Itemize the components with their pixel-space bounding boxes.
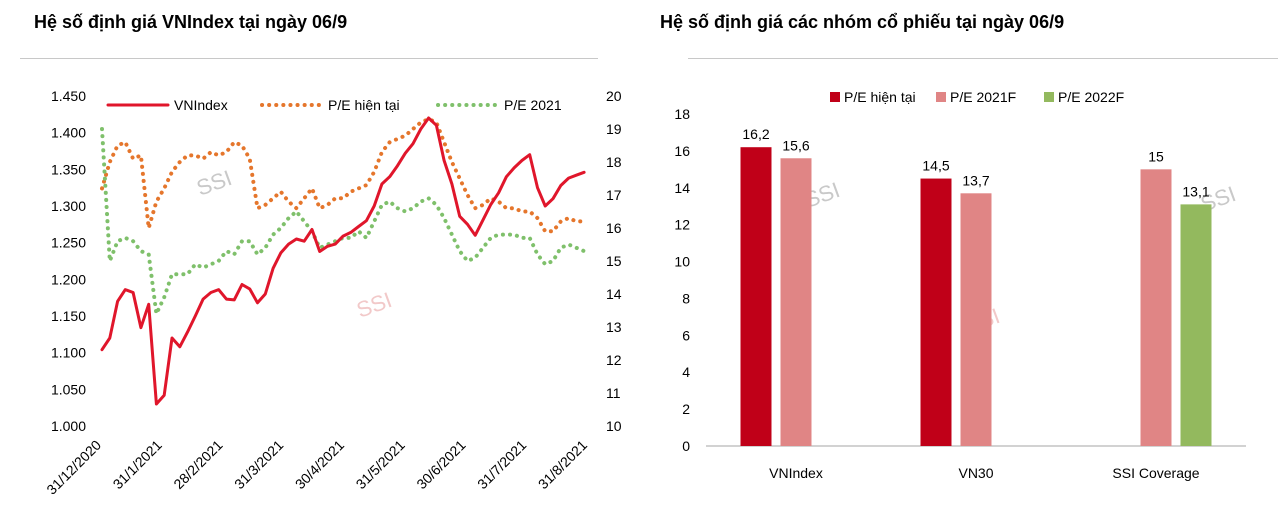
y-right-tick-label: 20 [606, 88, 622, 104]
y-left-tick-label: 1.400 [51, 125, 86, 141]
x-category-label: VN30 [958, 465, 993, 481]
y-tick-label: 14 [674, 180, 690, 196]
y-tick-label: 10 [674, 254, 690, 270]
x-tick-label: 31/8/2021 [535, 437, 591, 493]
bar-value-label: 16,2 [742, 126, 769, 142]
x-tick-label: 30/6/2021 [413, 437, 469, 493]
y-tick-label: 16 [674, 143, 690, 159]
bar-chart-title-rule [688, 58, 1278, 59]
series-line [100, 117, 587, 234]
y-tick-label: 12 [674, 217, 690, 233]
legend-label: VNIndex [174, 97, 228, 113]
y-right-tick-label: 14 [606, 286, 622, 302]
legend-label: P/E 2021 [504, 97, 562, 113]
bar [960, 193, 992, 446]
legend-swatch [830, 92, 840, 102]
line-chart-title: Hệ số định giá VNIndex tại ngày 06/9 [34, 12, 348, 32]
bar [1180, 204, 1212, 446]
y-right-tick-label: 17 [606, 187, 622, 203]
legend-label: P/E hiện tại [328, 97, 400, 113]
x-tick-label: 28/2/2021 [170, 437, 226, 493]
y-left-tick-label: 1.150 [51, 308, 86, 324]
y-left-tick-label: 1.250 [51, 235, 86, 251]
y-left-tick-label: 1.350 [51, 161, 86, 177]
y-tick-label: 18 [674, 106, 690, 122]
y-left-tick-label: 1.450 [51, 88, 86, 104]
bar [920, 178, 952, 447]
line-chart-title-rule [20, 58, 598, 59]
x-tick-label: 31/12/2020 [43, 437, 104, 498]
y-right-tick-label: 15 [606, 253, 622, 269]
legend-label: P/E 2022F [1058, 89, 1124, 105]
bar-value-label: 13,7 [962, 172, 989, 188]
legend-label: P/E 2021F [950, 89, 1016, 105]
y-right-tick-label: 19 [606, 121, 622, 137]
y-right-tick-label: 16 [606, 220, 622, 236]
x-category-label: VNIndex [769, 465, 823, 481]
legend-label: P/E hiện tại [844, 89, 916, 105]
x-tick-label: 31/3/2021 [231, 437, 287, 493]
y-tick-label: 6 [682, 327, 690, 343]
x-tick-label: 30/4/2021 [292, 437, 348, 493]
y-tick-label: 2 [682, 401, 690, 417]
y-tick-label: 8 [682, 290, 690, 306]
series-line [100, 127, 587, 316]
y-right-tick-label: 13 [606, 319, 622, 335]
bar-chart-title: Hệ số định giá các nhóm cổ phiếu tại ngà… [660, 12, 1065, 32]
legend-swatch [936, 92, 946, 102]
y-left-tick-label: 1.100 [51, 345, 86, 361]
legend-swatch [1044, 92, 1054, 102]
y-right-tick-label: 12 [606, 352, 622, 368]
y-right-tick-label: 18 [606, 154, 622, 170]
y-right-tick-label: 11 [606, 385, 621, 401]
line-chart: SSI SSI 1.450 1.400 1.350 1.300 1.250 1.200 1.15… [43, 88, 622, 498]
bar-value-label: 15 [1148, 148, 1164, 164]
watermark: SSI [193, 165, 235, 201]
x-tick-label: 31/1/2021 [110, 437, 166, 493]
bar-chart: SSISSISSI02468101214161816,215,6VNIndex1… [674, 89, 1246, 481]
y-left-tick-label: 1.300 [51, 198, 86, 214]
y-left-tick-label: 1.050 [51, 381, 86, 397]
bar-value-label: 13,1 [1182, 183, 1209, 199]
line-chart-panel: Hệ số định giá VNIndex tại ngày 06/9 SSI… [0, 0, 622, 528]
bar [740, 147, 772, 446]
x-tick-label: 31/7/2021 [474, 437, 530, 493]
series-line [100, 116, 586, 406]
watermark: SSI [353, 287, 395, 323]
bar-value-label: 15,6 [782, 137, 809, 153]
y-left-tick-label: 1.200 [51, 271, 86, 287]
bar-value-label: 14,5 [922, 158, 949, 174]
x-tick-label: 31/5/2021 [353, 437, 409, 493]
bar-chart-panel: Hệ số định giá các nhóm cổ phiếu tại ngà… [648, 0, 1288, 528]
x-category-label: SSI Coverage [1112, 465, 1199, 481]
y-right-tick-label: 10 [606, 418, 622, 434]
bar [1140, 169, 1172, 447]
bar [780, 158, 812, 446]
y-tick-label: 0 [682, 438, 690, 454]
y-tick-label: 4 [682, 364, 690, 380]
y-left-tick-label: 1.000 [51, 418, 86, 434]
